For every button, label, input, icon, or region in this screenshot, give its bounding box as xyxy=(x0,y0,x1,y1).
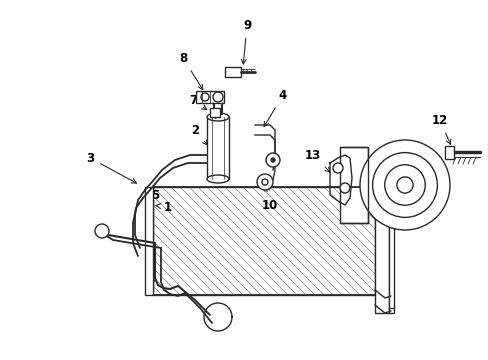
Bar xyxy=(206,117,228,179)
Text: 5: 5 xyxy=(146,189,159,211)
Circle shape xyxy=(339,183,349,193)
Text: 6: 6 xyxy=(143,279,155,292)
Text: 12: 12 xyxy=(431,113,450,144)
Bar xyxy=(209,108,220,117)
Circle shape xyxy=(396,177,412,193)
Bar xyxy=(224,67,241,77)
Bar xyxy=(388,192,393,313)
Circle shape xyxy=(201,93,208,101)
Bar xyxy=(374,187,388,313)
Bar xyxy=(196,91,224,103)
Ellipse shape xyxy=(206,175,228,183)
Text: 13: 13 xyxy=(304,149,329,172)
Bar xyxy=(339,147,367,223)
Text: 10: 10 xyxy=(262,186,278,212)
Text: 7: 7 xyxy=(188,94,206,110)
Circle shape xyxy=(372,153,436,217)
Text: 3: 3 xyxy=(86,152,136,183)
Circle shape xyxy=(95,224,109,238)
Circle shape xyxy=(384,165,425,205)
Bar xyxy=(145,187,153,295)
Circle shape xyxy=(213,92,223,102)
Text: 1: 1 xyxy=(156,201,172,213)
Circle shape xyxy=(265,153,280,167)
Ellipse shape xyxy=(206,113,228,121)
Circle shape xyxy=(257,174,272,190)
Text: 8: 8 xyxy=(179,51,203,90)
Circle shape xyxy=(359,140,449,230)
Circle shape xyxy=(262,179,267,185)
Text: 9: 9 xyxy=(241,18,251,64)
Circle shape xyxy=(332,163,342,173)
Text: 2: 2 xyxy=(190,123,207,145)
Text: 11: 11 xyxy=(349,189,366,202)
Bar xyxy=(153,187,374,295)
Text: 4: 4 xyxy=(264,89,286,127)
Bar xyxy=(444,146,453,159)
Circle shape xyxy=(270,158,274,162)
